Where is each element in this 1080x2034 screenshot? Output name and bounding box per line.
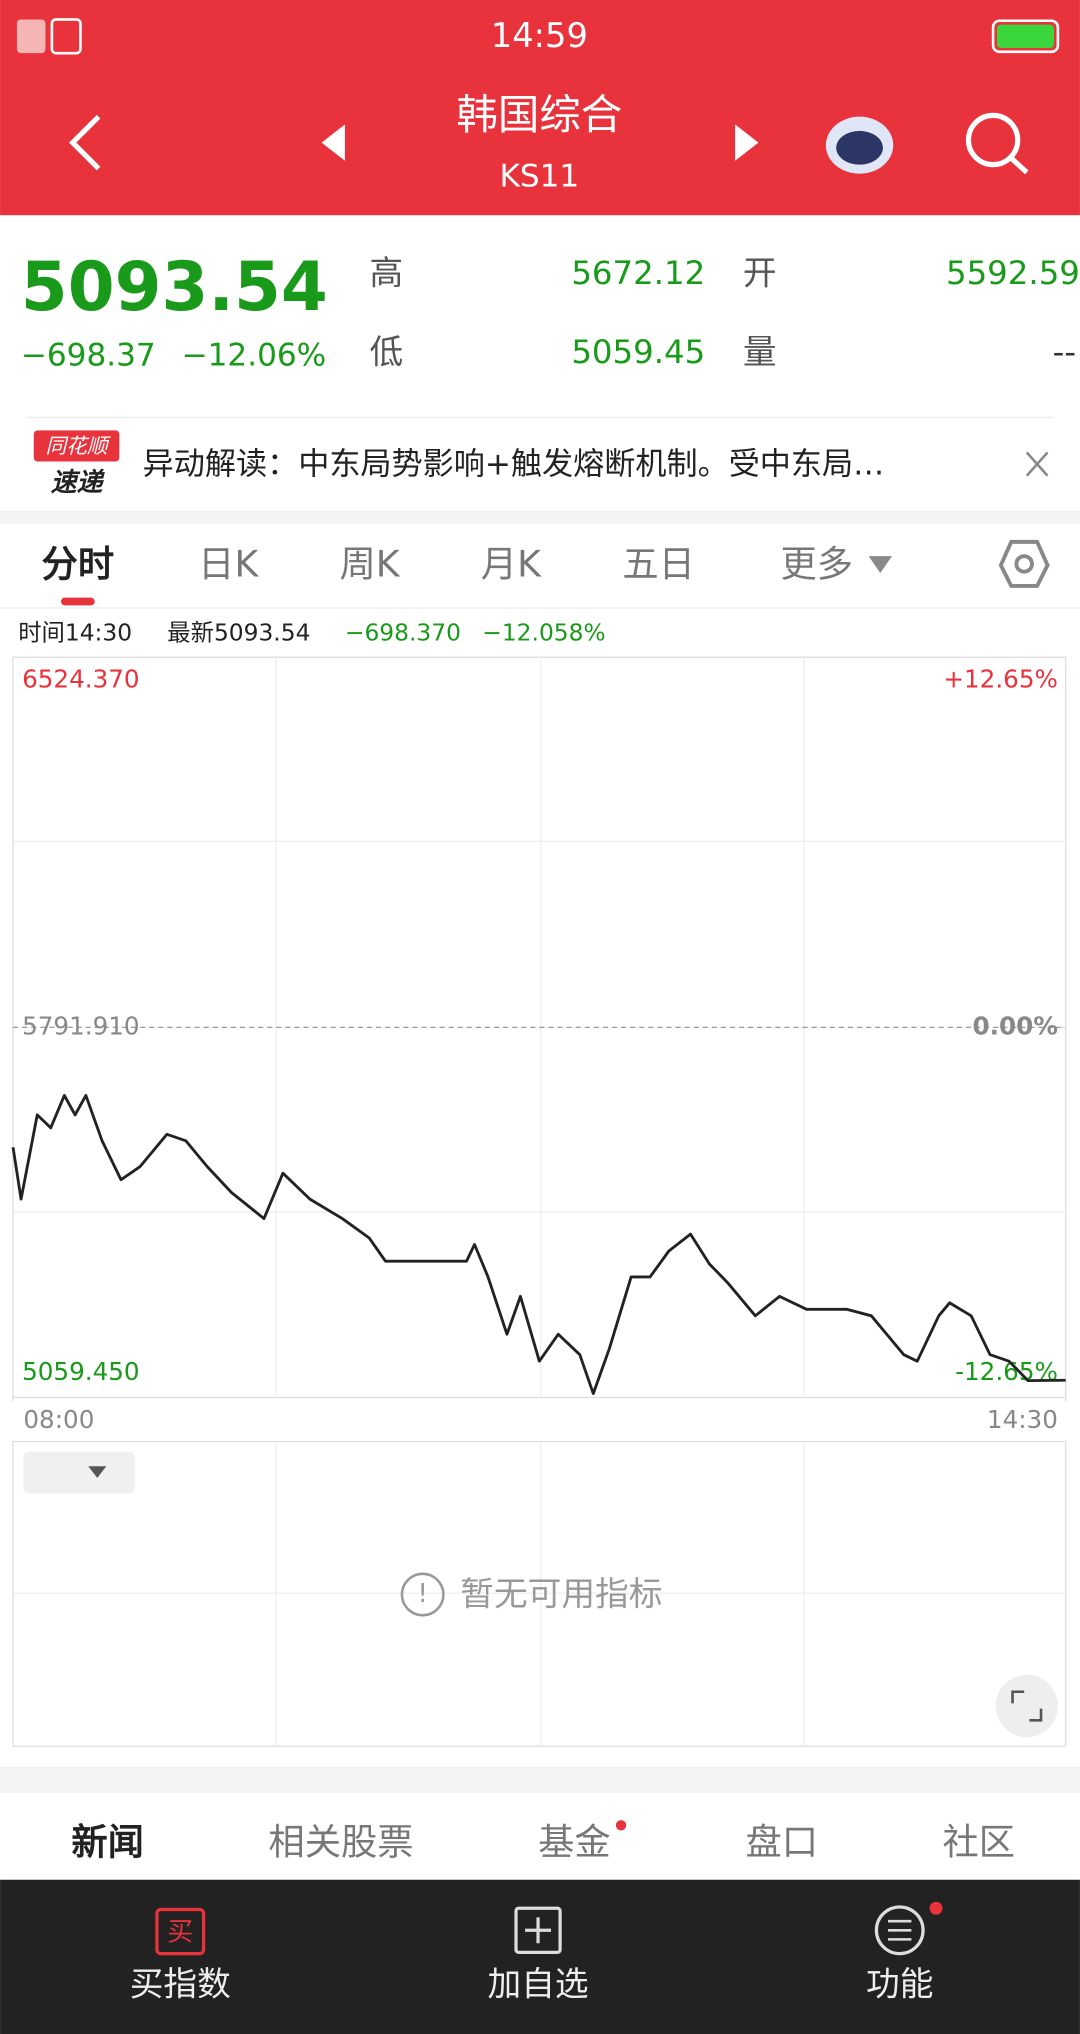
nav-item[interactable]: 买指数 [130,1965,231,2004]
bottom-tab[interactable]: 新闻 [71,1821,144,1864]
x-tick-label: 14:30 [987,1405,1058,1434]
tab[interactable]: 五日 [622,543,695,586]
info-change: −698.370 [345,618,461,646]
y-tick-label: 5791.910 [22,1011,139,1040]
badge-dot [929,1901,943,1915]
low: 5059.45 [571,333,705,371]
tab[interactable]: 分时 [42,543,115,586]
info-latest: 最新5093.54 [167,618,310,646]
tabs: 分时 日K 周K 月K 五日 更多 [42,543,854,586]
nav-bg [0,1879,1080,2034]
change-pct: −12.06% [182,338,327,374]
y-tick-label: 5059.450 [22,1357,139,1386]
high: 5672.12 [571,254,705,292]
change: −698.37 [21,338,156,374]
info-change-pct: −12.058% [482,618,605,646]
fullscreen-icon [1011,1690,1043,1722]
nav-item[interactable]: 功能 [866,1965,933,2004]
chart: 6524.3705791.9105059.450+12.65%0.00%-12.… [11,656,1067,1434]
func-lines [888,1919,912,1941]
more-arrow [868,556,892,573]
spacer [0,1766,1080,1793]
news-text[interactable]: 异动解读：中东局势影响+触发熔断机制。受中东局… [143,446,885,482]
badge-dot [615,1820,627,1831]
battery [991,19,1060,54]
stock-code: KS11 [499,159,579,195]
notice-mark: ! [417,1579,427,1609]
add-plus [525,1917,552,1944]
fullscreen-button[interactable] [995,1674,1058,1738]
indicator-notice: 暂无可用指标 [460,1574,662,1613]
spacer [0,510,1080,524]
stock-name: 韩国综合 [456,90,622,139]
y2-tick-label: 0.00% [972,1011,1057,1040]
open-label: 开 [743,253,777,292]
high-label: 高 [370,253,404,292]
close-button[interactable] [1025,451,1049,477]
tab[interactable]: 周K [339,543,400,586]
y-tick-label: 6524.370 [22,665,139,694]
x-tick-label: 08:00 [23,1405,94,1434]
settings-button[interactable] [998,539,1050,588]
volume-label: 量 [743,332,777,371]
status-time: 14:59 [491,16,588,55]
bottom-tabs: 新闻 相关股票 基金 盘口 社区 [71,1821,1015,1864]
add-icon [514,1906,562,1954]
buy-icon [155,1907,206,1956]
bottom-tab[interactable]: 基金 [538,1821,611,1864]
low-label: 低 [370,332,404,371]
back-button[interactable] [68,114,101,171]
header-bg [0,0,1080,216]
price-line [11,1094,1066,1396]
battery-level [996,24,1055,48]
prev-button[interactable] [321,124,345,161]
tab[interactable]: 月K [481,543,542,586]
badge-bottom: 速递 [51,468,106,498]
notif-icon [50,18,82,55]
bottom-tab[interactable]: 社区 [943,1821,1016,1864]
settings-dot [1014,554,1034,574]
volume: -- [1053,333,1076,371]
bottom-tab[interactable]: 相关股票 [268,1821,413,1864]
select-arrow [88,1466,107,1478]
func-icon [874,1905,925,1956]
robot-face [836,130,883,165]
notif-icon [16,19,46,54]
bottom-tab[interactable]: 盘口 [745,1821,818,1864]
tab[interactable]: 日K [198,543,259,586]
price: 5093.54 [21,247,328,326]
search-handle [1009,156,1029,175]
nav-item[interactable]: 加自选 [488,1965,589,2004]
next-button[interactable] [735,124,759,161]
buy-icon-text: 买 [167,1917,193,1947]
search-button[interactable] [965,112,1021,168]
info-time: 时间14:30 [18,618,132,646]
open: 5592.59 [946,254,1080,292]
nav: 买指数 加自选 功能 [130,1965,934,2004]
badge-top: 同花顺 [45,434,110,458]
tab[interactable]: 更多 [780,543,853,586]
y2-tick-label: +12.65% [943,665,1058,694]
news-badge [33,430,120,462]
indicator-select[interactable] [23,1451,135,1494]
tab-indicator [60,597,95,606]
notice-icon [400,1572,445,1617]
